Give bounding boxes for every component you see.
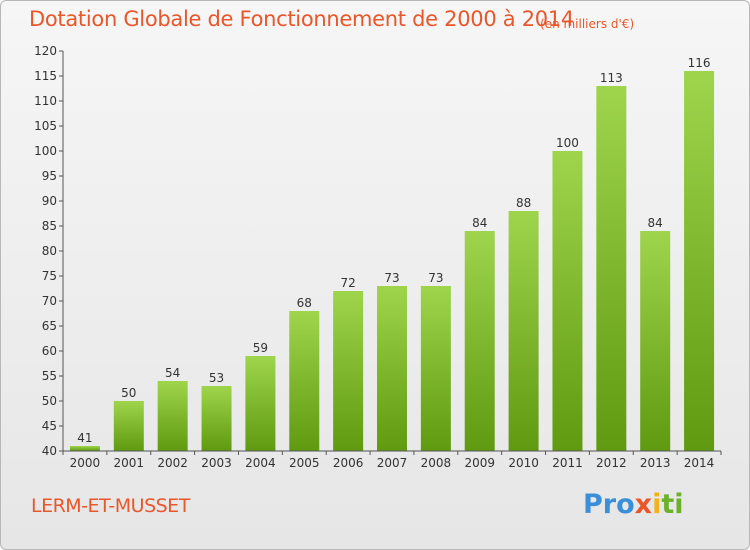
bar-2012: [596, 86, 627, 451]
bar-2003: [201, 386, 232, 451]
bar-value-label: 100: [556, 136, 579, 150]
x-tick-label: 2005: [289, 456, 320, 470]
x-tick-label: 2010: [508, 456, 539, 470]
bar-2009: [464, 231, 495, 451]
y-tick-label: 70: [42, 294, 57, 308]
x-tick-label: 2012: [596, 456, 627, 470]
logo-part-2: x: [634, 489, 653, 520]
bar-value-label: 73: [384, 271, 399, 285]
bar-2008: [420, 286, 451, 451]
chart-title: Dotation Globale de Fonctionnement de 20…: [29, 7, 574, 31]
y-tick-label: 110: [34, 94, 57, 108]
x-tick-label: 2011: [552, 456, 583, 470]
x-tick-label: 2013: [640, 456, 671, 470]
y-tick-label: 65: [42, 319, 57, 333]
commune-name: LERM-ET-MUSSET: [31, 495, 190, 517]
y-axis: 40 45 50 55 60 65 70 75 80 85 90 95 100 105 110 115 120: [34, 44, 64, 458]
x-tick-label: 2007: [377, 456, 408, 470]
y-tick-label: 75: [42, 269, 57, 283]
bar-value-label: 72: [340, 276, 355, 290]
y-tick-label: 50: [42, 394, 57, 408]
y-tick-label: 80: [42, 244, 57, 258]
bar-2011: [552, 151, 583, 451]
bar-2006: [333, 291, 364, 451]
bar-value-label: 59: [253, 341, 268, 355]
y-tick-label: 40: [42, 444, 57, 458]
x-tick-label: 2008: [421, 456, 452, 470]
x-tick-label: 2003: [201, 456, 232, 470]
bar-value-label: 84: [648, 216, 663, 230]
x-tick-label: 2004: [245, 456, 276, 470]
bar-2000: [69, 446, 100, 451]
x-tick-label: 2001: [114, 456, 145, 470]
bars: 41 50 54 53 59 68 72 73 73 84 88 100 113 84 116: [69, 56, 715, 451]
bar-value-label: 73: [428, 271, 443, 285]
bar-value-label: 88: [516, 196, 531, 210]
logo-part-4: ti: [661, 489, 684, 520]
bar-value-label: 68: [297, 296, 312, 310]
x-tick-label: 2009: [464, 456, 495, 470]
bar-2013: [640, 231, 671, 451]
bar-2010: [508, 211, 539, 451]
y-tick-label: 55: [42, 369, 57, 383]
y-tick-label: 100: [34, 144, 57, 158]
bar-2002: [157, 381, 188, 451]
bar-2001: [113, 401, 144, 451]
y-tick-label: 60: [42, 344, 57, 358]
y-tick-label: 85: [42, 219, 57, 233]
x-axis: 2000 2001 2002 2003 2004 2005 2006 2007 2008 2009…: [62, 450, 722, 470]
chart-subtitle: (en milliers d'€): [540, 17, 635, 31]
y-tick-label: 120: [34, 44, 57, 58]
bar-value-label: 54: [165, 366, 180, 380]
bar-value-label: 41: [77, 431, 92, 445]
bar-2004: [245, 356, 276, 451]
y-tick-label: 115: [34, 69, 57, 83]
y-tick-label: 45: [42, 419, 57, 433]
y-tick-label: 105: [34, 119, 57, 133]
y-tick-label: 90: [42, 194, 57, 208]
bar-2007: [377, 286, 407, 451]
bar-2014: [684, 71, 715, 451]
bar-value-label: 116: [688, 56, 711, 70]
bar-value-label: 53: [209, 371, 224, 385]
bar-value-label: 50: [121, 386, 136, 400]
logo-part-1: Pro: [583, 489, 635, 520]
bar-value-label: 84: [472, 216, 487, 230]
bar-2005: [289, 311, 320, 451]
bar-value-label: 113: [600, 71, 623, 85]
x-tick-label: 2000: [70, 456, 101, 470]
proxiti-logo[interactable]: Proxiti: [583, 489, 684, 520]
y-tick-label: 95: [42, 169, 57, 183]
logo-part-3: i: [652, 489, 662, 520]
x-tick-label: 2006: [333, 456, 364, 470]
x-tick-label: 2014: [684, 456, 715, 470]
x-tick-label: 2002: [157, 456, 188, 470]
